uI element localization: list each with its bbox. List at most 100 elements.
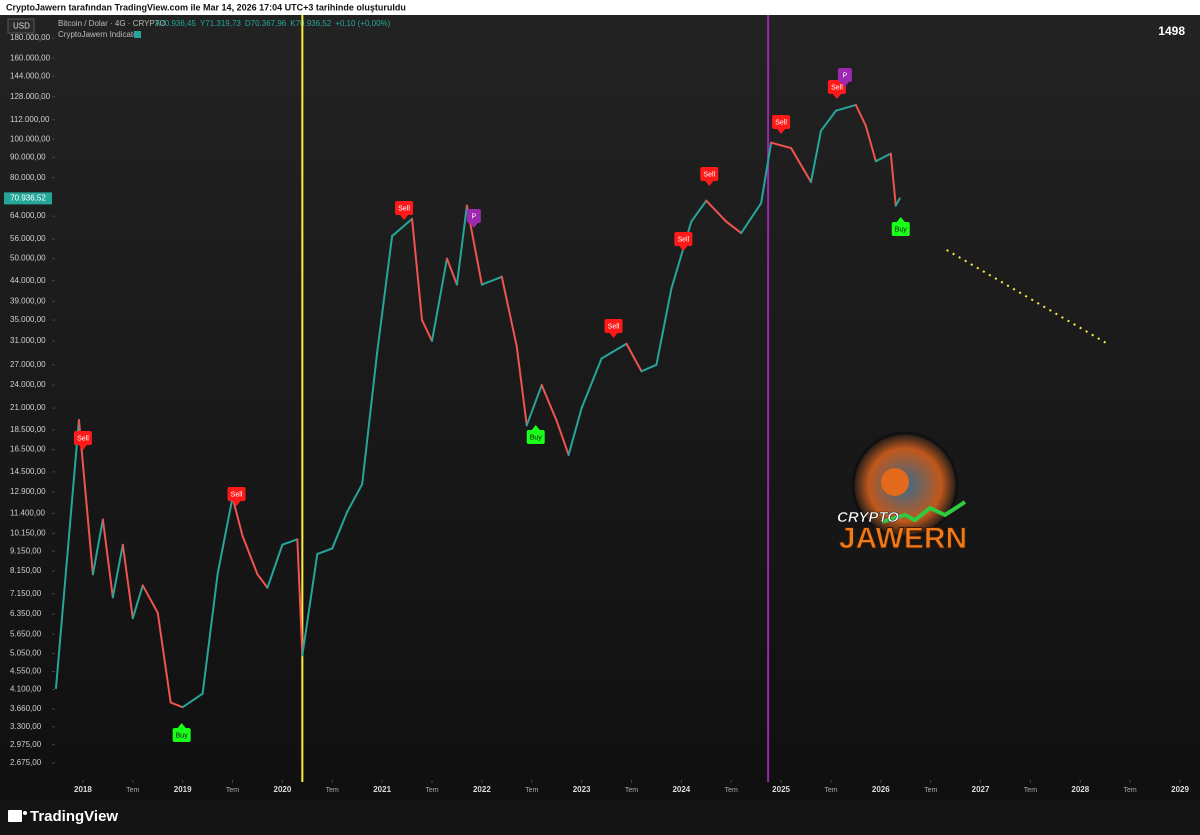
price-segment (525, 384, 543, 427)
signal-pointer (400, 215, 409, 221)
x-tick-label: 2025 (772, 785, 790, 794)
price-segment (216, 496, 234, 576)
logo-text-main: JAWERN (839, 522, 967, 555)
logo (851, 431, 967, 539)
price-segment (740, 202, 763, 235)
x-tick-label: 2018 (74, 785, 92, 794)
signal-label: Sell (77, 435, 89, 442)
price-segment (101, 518, 114, 599)
signal-label: Buy (176, 732, 189, 739)
price-segment (231, 496, 244, 537)
caption: CryptoJawern tarafından TradingView.com … (6, 2, 406, 12)
ohlc-value: A70.936,45 (155, 19, 196, 28)
y-tick-label: 80.000,00 (10, 173, 46, 182)
ohlc-value: D70.367,96 (245, 19, 287, 28)
signal-pointer (840, 81, 849, 87)
signal-tag (395, 201, 414, 216)
ohlc-value: +0,10 (+0,00%) (335, 19, 390, 28)
price-segment (266, 543, 284, 589)
signal-tag (604, 319, 623, 334)
y-tick-label: 4.550,00 (10, 667, 42, 676)
signal-tag (466, 208, 481, 223)
signal-tag (837, 67, 852, 82)
last-price-box (4, 192, 52, 205)
price-segment (690, 199, 708, 223)
signal-tag (674, 231, 693, 246)
signal-tag (172, 728, 191, 743)
price-segment (131, 584, 144, 620)
y-tick-label: 64.000,00 (10, 211, 46, 220)
symbol-title: Bitcoin / Dolar · 4G · CRYPTO (58, 19, 166, 28)
price-segment (889, 152, 897, 207)
ohlc-values: A70.936,45 Y71.319,73 D70.367,96 K70.936,52… (155, 19, 391, 28)
signal-label: Sell (231, 491, 243, 498)
price-segment (874, 152, 892, 163)
price-segment (156, 611, 172, 704)
price-segment (567, 407, 583, 456)
y-tick-label: 56.000,00 (10, 234, 46, 243)
y-tick-label: 100.000,00 (10, 134, 51, 143)
x-tick-label: Tem (226, 787, 239, 794)
y-tick-label: 14.500,00 (10, 467, 46, 476)
price-segment (500, 275, 518, 348)
price-segment (894, 197, 901, 207)
indicator-check (134, 31, 141, 38)
ohlc-value: Y71.319,73 (200, 19, 241, 28)
signal-pointer (531, 425, 540, 431)
y-tick-label: 3.660,00 (10, 704, 42, 713)
x-tick-label: 2022 (473, 785, 491, 794)
price-segment (480, 275, 503, 286)
signal-pointer (609, 333, 618, 339)
x-tick-label: Tem (525, 787, 538, 794)
price-segment (431, 257, 448, 342)
signal-pointer (469, 222, 478, 228)
price-segment (411, 217, 424, 322)
price-segment (201, 573, 219, 695)
signal-label: Sell (703, 171, 715, 178)
y-tick-label: 9.150,00 (10, 546, 42, 555)
signal-pointer (679, 245, 688, 251)
price-segment (705, 199, 728, 223)
price-segment (169, 701, 184, 709)
y-tick-label: 21.000,00 (10, 403, 46, 412)
x-tick-label: Tem (326, 787, 339, 794)
signal-tag (227, 487, 246, 502)
x-tick-label: 2021 (373, 785, 391, 794)
price-segment (141, 584, 159, 614)
y-tick-label: 24.000,00 (10, 380, 46, 389)
y-tick-label: 90.000,00 (10, 152, 46, 161)
price-segment (54, 418, 80, 690)
price-segment (854, 103, 867, 127)
price-segment (301, 553, 319, 657)
signal-label: Sell (608, 323, 620, 330)
price-segment (515, 345, 528, 427)
ohlc-value: K70.936,52 (290, 19, 331, 28)
signal-label: Buy (895, 226, 908, 233)
y-tick-label: 18.500,00 (10, 425, 46, 434)
price-segment (91, 518, 104, 576)
y-tick-label: 31.000,00 (10, 336, 46, 345)
signal-label: Sell (398, 205, 410, 212)
x-tick-label: Tem (126, 787, 139, 794)
y-tick-label: 2.675,00 (10, 758, 42, 767)
y-tick-label: 8.150,00 (10, 566, 42, 575)
y-tick-label: 144.000,00 (10, 72, 51, 81)
price-segment (445, 257, 458, 286)
price-segment (391, 217, 414, 238)
tv-logo (8, 810, 27, 822)
signal-pointer (78, 445, 87, 451)
y-tick-label: 160.000,00 (10, 53, 51, 62)
x-tick-label: 2027 (972, 785, 990, 794)
price-segment (316, 547, 334, 556)
y-tick-label: 5.650,00 (10, 629, 42, 638)
signal-label: P (843, 72, 848, 79)
footer-bar (0, 800, 1200, 835)
price-segment (331, 510, 349, 550)
x-tick-label: 2020 (274, 785, 292, 794)
y-tick-label: 2.975,00 (10, 740, 42, 749)
price-segment (725, 220, 743, 235)
price-segment (600, 342, 628, 360)
price-segment (241, 534, 259, 576)
y-tick-label: 35.000,00 (10, 315, 46, 324)
